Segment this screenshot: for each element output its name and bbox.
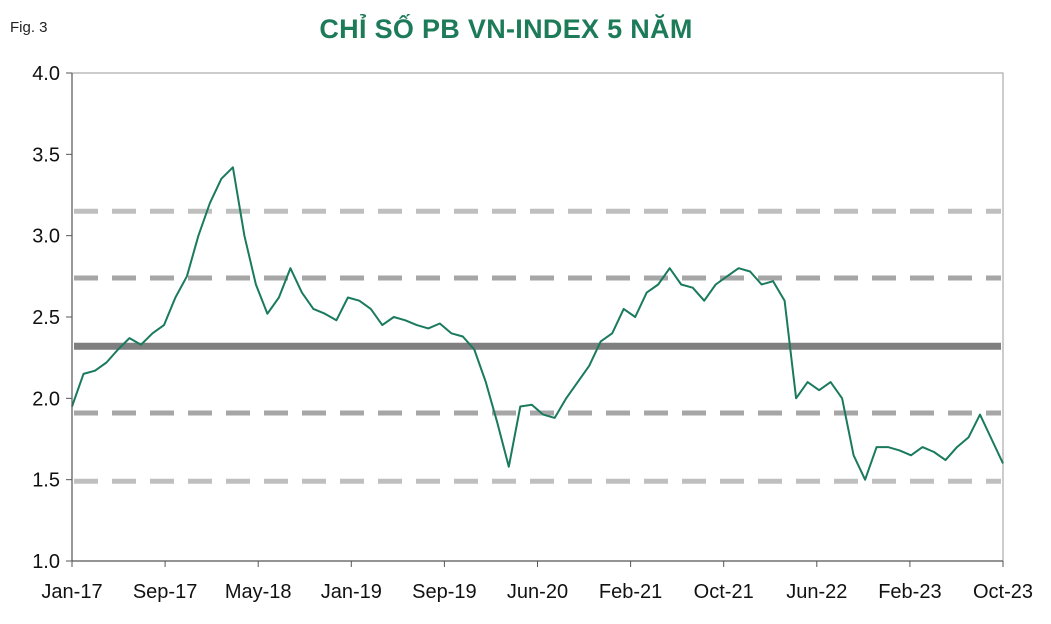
- y-tick-label: 3.0: [32, 226, 60, 248]
- series-group: [71, 166, 1004, 481]
- x-tick-label: Oct-23: [973, 581, 1033, 603]
- figure-label: Fig. 3: [10, 19, 48, 36]
- x-tick-label: Jan-19: [321, 581, 382, 603]
- y-tick-label: 3.5: [32, 144, 60, 166]
- x-tick-label: Sep-19: [412, 581, 477, 603]
- x-tick-label: Feb-23: [878, 581, 941, 603]
- x-tick-label: Oct-21: [694, 581, 754, 603]
- y-tick-label: 2.0: [32, 388, 60, 410]
- x-tick-label: Jun-20: [507, 581, 568, 603]
- x-tick-label: Feb-21: [599, 581, 662, 603]
- chart-title: CHỈ SỐ PB VN-INDEX 5 NĂM: [319, 14, 693, 44]
- x-tick-label: Jun-22: [786, 581, 847, 603]
- x-tick-label: Jan-17: [41, 581, 102, 603]
- x-tick-label: Sep-17: [133, 581, 198, 603]
- y-tick-label: 4.0: [32, 63, 60, 85]
- axes: 1.0 1.5 2.0 2.5 3.0 3.5 4.0 Jan-17 Sep-17 May-18 J…: [32, 63, 1033, 603]
- y-tick-label: 1.0: [32, 551, 60, 573]
- y-tick-label: 2.5: [32, 307, 60, 329]
- reference-lines: [74, 208, 1001, 484]
- pb-series-line: [71, 166, 1004, 481]
- plot-area: [71, 72, 1004, 562]
- y-tick-label: 1.5: [32, 470, 60, 492]
- x-tick-label: May-18: [225, 581, 292, 603]
